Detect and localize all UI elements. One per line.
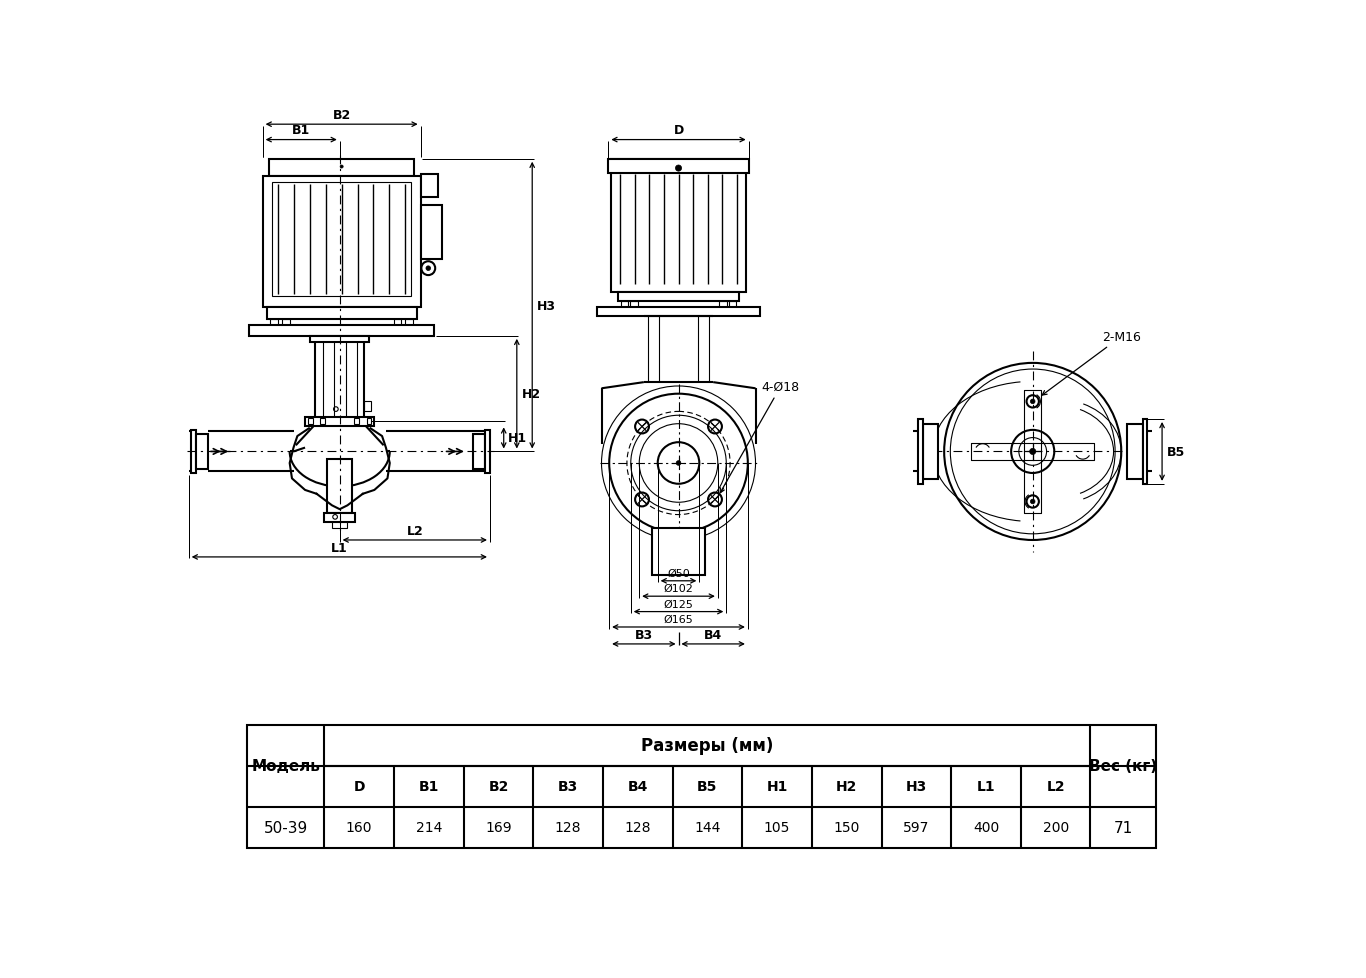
Text: H1: H1	[766, 779, 788, 793]
Bar	[652, 529, 705, 575]
Text: B2: B2	[488, 779, 508, 793]
Bar	[608, 159, 749, 173]
Bar	[272, 183, 411, 296]
Bar	[191, 430, 195, 473]
Bar	[365, 402, 370, 411]
Text: H3: H3	[906, 779, 928, 793]
Bar	[324, 513, 355, 522]
Text: B1: B1	[418, 779, 438, 793]
Text: 150: 150	[833, 821, 859, 834]
Bar	[1143, 420, 1147, 484]
Text: Ø165: Ø165	[664, 614, 694, 624]
Text: Ø125: Ø125	[664, 599, 694, 609]
Bar	[630, 302, 638, 307]
Bar	[597, 307, 759, 317]
Bar	[321, 419, 325, 425]
Bar	[195, 434, 208, 469]
Bar	[406, 320, 413, 326]
Text: Размеры (мм): Размеры (мм)	[641, 736, 773, 755]
Text: B3: B3	[557, 779, 578, 793]
Text: L1: L1	[977, 779, 996, 793]
Bar	[366, 419, 372, 425]
Text: Ø50: Ø50	[667, 568, 690, 578]
Text: H2: H2	[836, 779, 858, 793]
Text: 214: 214	[415, 821, 443, 834]
Text: B5: B5	[697, 779, 717, 793]
Bar	[393, 320, 402, 326]
Text: 4-Ø18: 4-Ø18	[720, 380, 800, 493]
Circle shape	[426, 267, 430, 271]
Bar	[1127, 424, 1143, 479]
Text: 128: 128	[555, 821, 582, 834]
Bar	[611, 159, 746, 292]
Circle shape	[1030, 500, 1035, 505]
Text: B1: B1	[292, 124, 310, 137]
Bar	[619, 292, 739, 302]
Bar	[421, 175, 437, 199]
Circle shape	[675, 166, 682, 172]
Bar	[620, 302, 628, 307]
Bar	[922, 424, 938, 479]
Circle shape	[1030, 400, 1035, 404]
Bar	[473, 434, 485, 469]
Text: D: D	[673, 124, 683, 137]
Text: H1: H1	[508, 432, 527, 445]
Text: L2: L2	[407, 524, 423, 537]
Text: 2-M16: 2-M16	[1042, 331, 1141, 396]
Text: B3: B3	[635, 628, 653, 642]
Text: H2: H2	[522, 388, 541, 401]
Bar	[728, 302, 736, 307]
Bar	[485, 430, 490, 473]
Bar	[262, 177, 421, 308]
Circle shape	[1030, 449, 1035, 455]
Text: L2: L2	[1046, 779, 1065, 793]
Text: L1: L1	[331, 541, 348, 555]
Bar	[249, 326, 434, 336]
Circle shape	[676, 462, 680, 466]
Circle shape	[340, 166, 343, 169]
Bar	[328, 460, 352, 513]
Text: Ø102: Ø102	[664, 584, 694, 594]
Bar	[310, 419, 369, 425]
Text: 128: 128	[624, 821, 652, 834]
Text: 144: 144	[694, 821, 721, 834]
Text: H3: H3	[537, 299, 556, 312]
Text: 400: 400	[973, 821, 999, 834]
Text: B4: B4	[703, 628, 723, 642]
Bar	[421, 205, 443, 260]
Text: Вес (кг): Вес (кг)	[1089, 759, 1157, 774]
Bar	[309, 419, 313, 425]
Text: Модель: Модель	[251, 759, 320, 774]
Text: 50-39: 50-39	[264, 821, 307, 835]
Bar	[269, 159, 414, 177]
Text: B2: B2	[332, 109, 351, 122]
Bar	[247, 725, 1156, 848]
Bar	[720, 302, 727, 307]
Bar	[310, 336, 369, 342]
Text: D: D	[354, 779, 365, 793]
Bar	[270, 320, 279, 326]
Text: 200: 200	[1042, 821, 1068, 834]
Bar	[266, 308, 417, 320]
Text: B4: B4	[627, 779, 647, 793]
Text: 597: 597	[903, 821, 929, 834]
Bar	[305, 418, 374, 426]
Bar	[281, 320, 290, 326]
Bar	[918, 420, 922, 484]
Text: 105: 105	[764, 821, 790, 834]
Text: 71: 71	[1113, 821, 1132, 835]
Text: 169: 169	[485, 821, 512, 834]
Bar	[332, 522, 347, 529]
Text: B5: B5	[1167, 445, 1184, 459]
Bar	[354, 419, 359, 425]
Text: 160: 160	[346, 821, 373, 834]
